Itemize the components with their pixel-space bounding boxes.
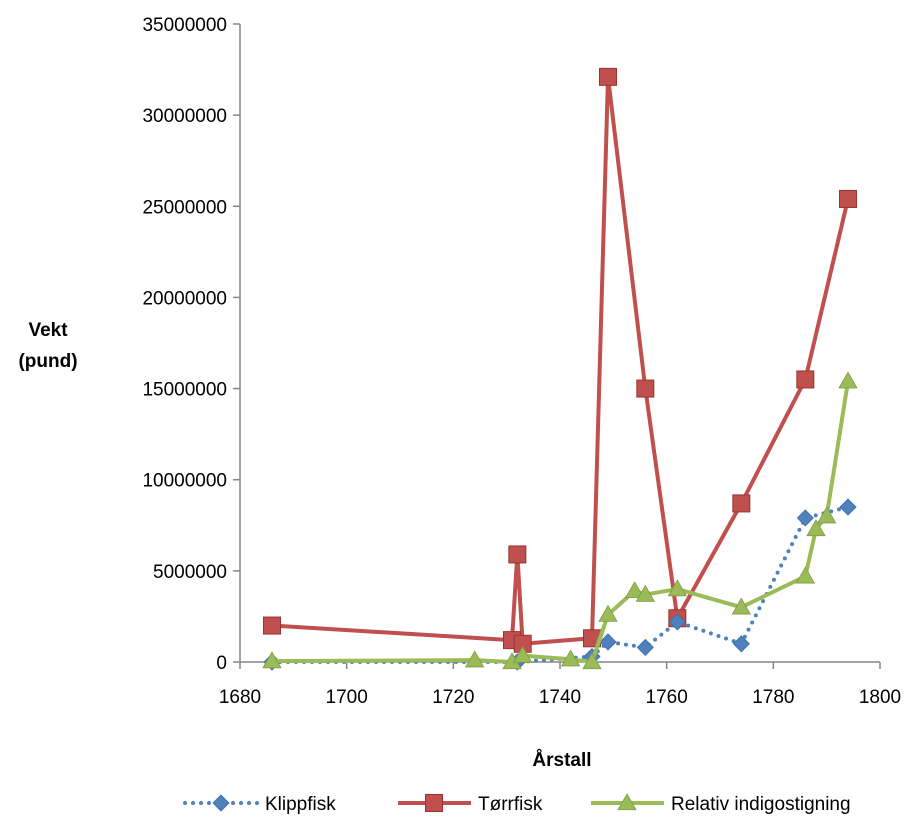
data-point-relativ-indigostigning [806, 519, 826, 537]
series-line-t-rrfisk [271, 74, 850, 646]
data-point-klippfisk [636, 638, 654, 656]
x-tick-label: 1720 [432, 687, 474, 708]
x-tick-label: 1740 [539, 687, 581, 708]
axes: 0 5000000 10000000 15000000 20000000 25000000… [142, 15, 901, 708]
y-tick-label: 30000000 [142, 106, 227, 127]
data-point-klippfisk [599, 633, 617, 651]
data-point-relativ-indigostigning [838, 371, 858, 389]
data-point-klippfisk [668, 613, 686, 631]
legend-marker-klippfisk [212, 794, 230, 812]
series-klippfisk [263, 498, 857, 671]
data-point-relativ-indigostigning [624, 581, 645, 599]
data-point-t-rrfisk [263, 616, 281, 635]
legend-label-klippfisk: Klippfisk [265, 794, 336, 815]
legend: Klippfisk Tørrfisk Relativ indigostigning [183, 793, 851, 815]
data-point-relativ-indigostigning [731, 597, 752, 615]
legend-marker-t-rrfisk [425, 794, 443, 812]
y-axis-title-line-2: (pund) [18, 351, 77, 372]
data-point-t-rrfisk [508, 545, 527, 564]
data-point-relativ-indigostigning [795, 566, 816, 584]
y-tick-label: 0 [216, 653, 227, 674]
data-point-klippfisk [839, 498, 857, 516]
y-tick-label: 5000000 [153, 562, 227, 583]
x-tick-label: 1760 [646, 687, 688, 708]
series-line-relativ-indigostigning [271, 380, 850, 664]
x-axis-title: Årstall [532, 750, 591, 771]
data-point-t-rrfisk [839, 189, 857, 208]
legend-label-relativ-indigostigning: Relativ indigostigning [671, 794, 851, 815]
series-relativ-indigostigning [262, 371, 858, 670]
x-tick-label: 1800 [859, 687, 901, 708]
data-point-t-rrfisk [732, 494, 751, 513]
data-point-relativ-indigostigning [635, 584, 656, 602]
data-point-relativ-indigostigning [512, 645, 533, 663]
y-tick-label: 35000000 [142, 15, 227, 36]
data-point-relativ-indigostigning [560, 649, 581, 667]
data-point-t-rrfisk [796, 370, 815, 389]
data-point-relativ-indigostigning [582, 652, 602, 670]
y-tick-label: 20000000 [142, 288, 227, 309]
legend-entry-t-rrfisk: Tørrfisk [398, 794, 543, 815]
series-t-rrfisk [263, 67, 857, 653]
data-point-relativ-indigostigning [262, 651, 282, 669]
data-point-relativ-indigostigning [464, 650, 485, 668]
series-layer [262, 67, 858, 671]
x-tick-label: 1700 [326, 687, 368, 708]
y-axis-ticks: 0 5000000 10000000 15000000 20000000 25000000… [142, 15, 240, 674]
data-point-klippfisk [732, 635, 750, 653]
legend-label-t-rrfisk: Tørrfisk [478, 794, 543, 815]
data-point-t-rrfisk [599, 67, 617, 86]
y-tick-label: 15000000 [142, 380, 227, 401]
legend-marker-relativ-indigostigning [617, 793, 637, 811]
legend-entry-relativ-indigostigning: Relativ indigostigning [591, 793, 851, 815]
series-line-klippfisk [270, 505, 850, 664]
data-point-relativ-indigostigning [816, 506, 837, 524]
y-axis-title-line-1: Vekt [28, 320, 68, 341]
data-point-klippfisk [796, 509, 814, 527]
x-tick-label: 1780 [752, 687, 794, 708]
x-axis-ticks: 1680 1700 1720 1740 1760 1780 1800 [219, 662, 901, 708]
data-point-relativ-indigostigning [667, 579, 688, 597]
data-point-t-rrfisk [636, 379, 655, 398]
legend-entry-klippfisk: Klippfisk [183, 794, 336, 815]
data-point-relativ-indigostigning [598, 604, 618, 622]
y-tick-label: 25000000 [142, 197, 227, 218]
x-tick-label: 1680 [219, 687, 261, 708]
y-tick-label: 10000000 [142, 471, 227, 492]
